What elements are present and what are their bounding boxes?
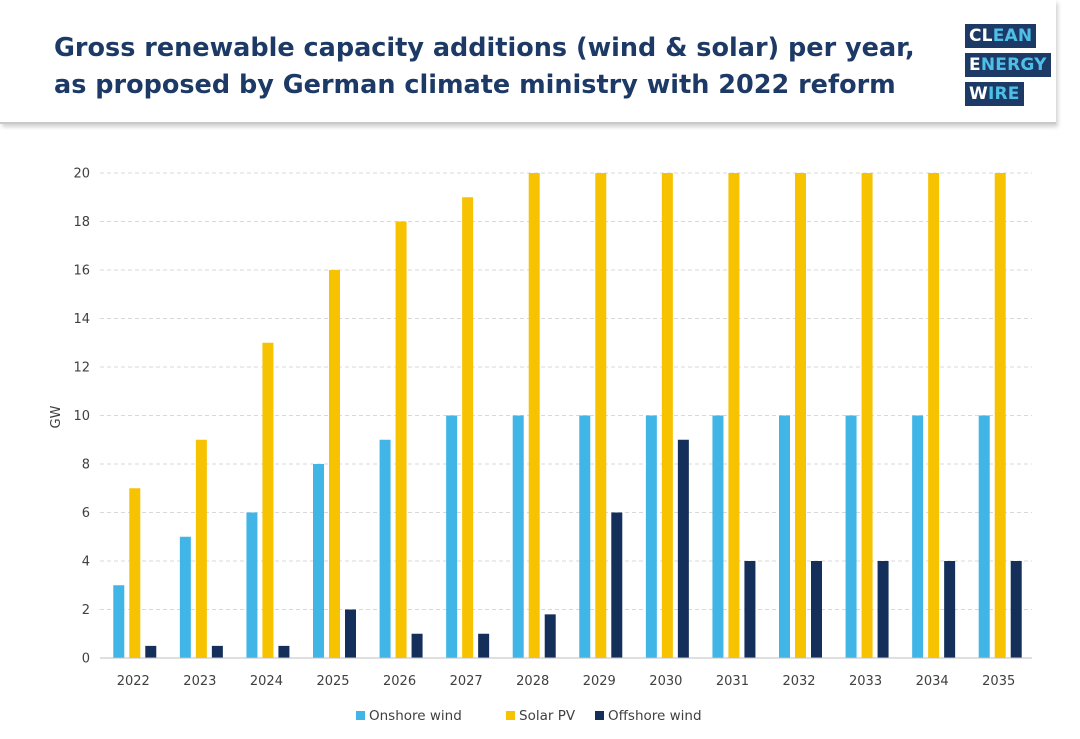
bar-solar-pv-2035 xyxy=(994,173,1006,658)
x-tick-label-2034: 2034 xyxy=(916,674,949,689)
chart-title-line-1: Gross renewable capacity additions (wind… xyxy=(54,33,915,63)
x-tick-label-2027: 2027 xyxy=(450,674,483,689)
x-tick-label-2025: 2025 xyxy=(316,674,349,689)
x-tick-label-2023: 2023 xyxy=(183,674,216,689)
y-tick-label-14: 14 xyxy=(73,312,90,327)
bar-solar-pv-2033 xyxy=(861,173,873,658)
bar-offshore-wind-2024 xyxy=(278,645,290,658)
bar-onshore-wind-2029 xyxy=(579,415,591,658)
y-axis-label: GW xyxy=(49,405,64,428)
bar-offshore-wind-2032 xyxy=(811,561,822,658)
bar-onshore-wind-2033 xyxy=(845,415,857,658)
bar-onshore-wind-2030 xyxy=(645,415,657,658)
chart-title-line-2: as proposed by German climate ministry w… xyxy=(54,70,896,100)
bars xyxy=(113,173,1022,658)
x-tick-label-2035: 2035 xyxy=(982,674,1015,689)
bar-offshore-wind-2026 xyxy=(411,633,423,658)
y-tick-label-8: 8 xyxy=(82,458,90,473)
legend: Onshore wind Solar PV Offshore wind xyxy=(356,708,702,724)
bar-onshore-wind-2028 xyxy=(512,415,524,658)
x-tick-label-2026: 2026 xyxy=(383,674,416,689)
bar-offshore-wind-2029 xyxy=(611,512,623,658)
logo-row-energy: ENERGY xyxy=(965,53,1051,77)
bar-solar-pv-2029 xyxy=(595,173,607,658)
x-tick-label-2031: 2031 xyxy=(716,674,749,689)
bar-solar-pv-2028 xyxy=(528,173,540,658)
bar-solar-pv-2023 xyxy=(195,439,207,658)
bar-solar-pv-2024 xyxy=(262,342,274,658)
bar-onshore-wind-2032 xyxy=(779,415,790,658)
logo-row-clean: CLEAN xyxy=(965,24,1037,48)
legend-label-onshore-wind: Onshore wind xyxy=(369,708,462,724)
x-tick-label-2033: 2033 xyxy=(849,674,882,689)
bar-solar-pv-2026 xyxy=(395,221,407,658)
clean-energy-wire-logo: CLEAN ENERGY WIRE xyxy=(965,24,1051,106)
chart-title: Gross renewable capacity additions (wind… xyxy=(54,30,934,104)
y-tick-label-4: 4 xyxy=(82,555,90,570)
bar-offshore-wind-2028 xyxy=(544,614,556,658)
x-tick-label-2022: 2022 xyxy=(117,674,150,689)
bar-solar-pv-2025 xyxy=(329,270,340,658)
chart-area: 0 2 4 6 8 10 12 14 16 18 20 GW 2022 2023 2024 2025 202… xyxy=(0,140,1080,735)
bar-solar-pv-2034 xyxy=(928,173,940,658)
x-axis-ticks: 2022 2023 2024 2025 2026 2027 2028 2029 2030 2031… xyxy=(117,674,1016,689)
y-tick-label-6: 6 xyxy=(82,506,90,521)
logo-row-wire: WIRE xyxy=(965,82,1024,106)
bar-onshore-wind-2034 xyxy=(912,415,924,658)
x-tick-label-2030: 2030 xyxy=(649,674,682,689)
bar-solar-pv-2032 xyxy=(795,173,806,658)
bar-solar-pv-2030 xyxy=(661,173,673,658)
legend-label-solar-pv: Solar PV xyxy=(519,708,576,724)
bar-onshore-wind-2027 xyxy=(446,415,458,658)
legend-swatch-onshore-wind xyxy=(356,711,365,720)
y-tick-label-0: 0 xyxy=(82,652,90,667)
bar-onshore-wind-2026 xyxy=(379,439,391,658)
x-tick-label-2028: 2028 xyxy=(516,674,549,689)
bar-onshore-wind-2023 xyxy=(179,536,191,658)
legend-item-solar-pv: Solar PV xyxy=(506,708,576,724)
y-tick-label-10: 10 xyxy=(73,409,90,424)
y-tick-label-16: 16 xyxy=(73,264,90,279)
bar-offshore-wind-2025 xyxy=(345,609,356,658)
legend-item-onshore-wind: Onshore wind xyxy=(356,708,462,724)
bar-offshore-wind-2030 xyxy=(677,439,689,658)
legend-item-offshore-wind: Offshore wind xyxy=(595,708,702,724)
legend-swatch-solar-pv xyxy=(506,711,515,720)
bar-offshore-wind-2034 xyxy=(944,561,956,658)
x-tick-label-2032: 2032 xyxy=(782,674,815,689)
title-banner: Gross renewable capacity additions (wind… xyxy=(0,0,1056,124)
bar-solar-pv-2031 xyxy=(728,173,740,658)
bar-solar-pv-2022 xyxy=(129,488,141,658)
bar-onshore-wind-2025 xyxy=(313,464,324,658)
y-tick-label-18: 18 xyxy=(73,215,90,230)
y-tick-label-12: 12 xyxy=(73,361,90,376)
bar-offshore-wind-2035 xyxy=(1010,561,1022,658)
legend-swatch-offshore-wind xyxy=(595,711,604,720)
bar-offshore-wind-2031 xyxy=(744,561,756,658)
bar-offshore-wind-2027 xyxy=(478,633,490,658)
bar-onshore-wind-2024 xyxy=(246,512,258,658)
y-tick-label-2: 2 xyxy=(82,603,90,618)
bar-onshore-wind-2031 xyxy=(712,415,724,658)
x-tick-label-2029: 2029 xyxy=(583,674,616,689)
bar-offshore-wind-2033 xyxy=(877,561,889,658)
y-axis-ticks: 0 2 4 6 8 10 12 14 16 18 20 xyxy=(73,167,90,667)
bar-solar-pv-2027 xyxy=(462,197,474,658)
gridlines xyxy=(100,172,1032,610)
y-tick-label-20: 20 xyxy=(73,167,90,182)
bar-offshore-wind-2023 xyxy=(211,645,223,658)
bar-onshore-wind-2035 xyxy=(978,415,990,658)
x-tick-label-2024: 2024 xyxy=(250,674,283,689)
legend-label-offshore-wind: Offshore wind xyxy=(608,708,702,724)
bar-offshore-wind-2022 xyxy=(145,645,157,658)
bar-onshore-wind-2022 xyxy=(113,585,125,658)
